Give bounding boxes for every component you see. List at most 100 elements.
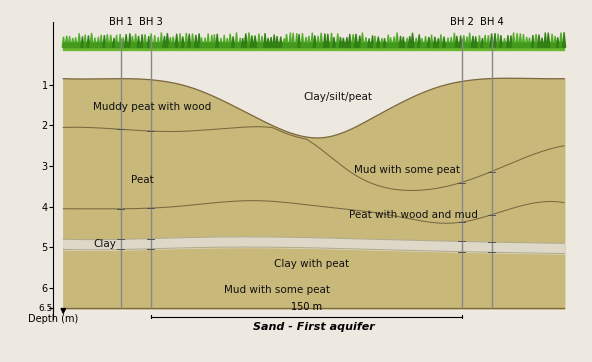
Polygon shape <box>374 36 377 47</box>
Polygon shape <box>157 37 160 47</box>
Polygon shape <box>352 34 355 47</box>
Polygon shape <box>348 34 351 47</box>
Text: Clay with peat: Clay with peat <box>274 260 349 269</box>
Polygon shape <box>408 36 411 47</box>
Text: Peat with wood and mud: Peat with wood and mud <box>349 210 478 220</box>
Polygon shape <box>311 33 314 47</box>
Polygon shape <box>481 38 484 47</box>
Polygon shape <box>389 37 392 47</box>
Polygon shape <box>103 35 106 47</box>
Text: 150 m: 150 m <box>291 303 322 312</box>
Polygon shape <box>109 35 112 47</box>
Polygon shape <box>500 35 503 47</box>
Polygon shape <box>119 34 121 47</box>
Text: Depth (m): Depth (m) <box>28 313 79 324</box>
Polygon shape <box>420 38 423 47</box>
Polygon shape <box>546 33 550 47</box>
Text: Clay: Clay <box>94 239 116 249</box>
Polygon shape <box>137 36 140 47</box>
Polygon shape <box>169 37 172 47</box>
Polygon shape <box>153 35 156 47</box>
Polygon shape <box>229 34 231 47</box>
Polygon shape <box>175 34 178 47</box>
Polygon shape <box>342 38 345 47</box>
Polygon shape <box>532 35 534 47</box>
Polygon shape <box>406 38 408 47</box>
Polygon shape <box>355 34 358 47</box>
Polygon shape <box>387 35 390 47</box>
Polygon shape <box>493 33 497 47</box>
Polygon shape <box>544 33 546 47</box>
Polygon shape <box>74 37 77 47</box>
Polygon shape <box>535 34 538 47</box>
Polygon shape <box>395 33 399 47</box>
Polygon shape <box>223 35 226 47</box>
Polygon shape <box>270 37 272 47</box>
Text: 6.5: 6.5 <box>38 304 52 313</box>
Polygon shape <box>468 33 471 47</box>
Polygon shape <box>313 35 317 47</box>
Polygon shape <box>253 35 257 47</box>
Polygon shape <box>68 36 71 47</box>
Polygon shape <box>433 37 437 47</box>
Polygon shape <box>219 38 223 47</box>
Polygon shape <box>207 33 210 47</box>
Polygon shape <box>430 35 433 47</box>
Polygon shape <box>213 34 215 47</box>
Polygon shape <box>172 37 175 47</box>
Polygon shape <box>503 38 506 47</box>
Polygon shape <box>242 38 244 47</box>
Polygon shape <box>239 38 242 47</box>
Polygon shape <box>179 33 181 47</box>
Polygon shape <box>417 34 421 47</box>
Polygon shape <box>197 33 201 47</box>
Polygon shape <box>465 37 468 47</box>
Polygon shape <box>459 35 462 47</box>
Polygon shape <box>453 33 456 47</box>
Polygon shape <box>333 37 336 47</box>
Polygon shape <box>450 37 452 47</box>
Polygon shape <box>244 33 247 47</box>
Polygon shape <box>295 33 298 47</box>
Polygon shape <box>279 37 282 47</box>
Polygon shape <box>484 35 487 47</box>
Polygon shape <box>134 34 137 47</box>
Polygon shape <box>160 32 163 47</box>
Polygon shape <box>455 36 458 47</box>
Polygon shape <box>437 38 440 47</box>
Polygon shape <box>147 36 150 47</box>
Polygon shape <box>226 38 229 47</box>
Polygon shape <box>361 33 364 47</box>
Polygon shape <box>78 33 81 47</box>
Text: Muddy peat with wood: Muddy peat with wood <box>94 102 211 112</box>
Polygon shape <box>562 32 565 47</box>
Polygon shape <box>439 34 443 47</box>
Polygon shape <box>71 38 74 47</box>
Polygon shape <box>490 34 493 47</box>
Polygon shape <box>339 37 342 47</box>
Polygon shape <box>131 36 134 47</box>
Polygon shape <box>105 34 109 47</box>
Polygon shape <box>383 38 386 47</box>
Polygon shape <box>320 33 323 47</box>
Polygon shape <box>62 37 65 47</box>
Polygon shape <box>512 33 515 47</box>
Text: Mud with some peat: Mud with some peat <box>224 285 330 295</box>
Polygon shape <box>304 37 307 47</box>
Text: BH 1: BH 1 <box>109 17 133 27</box>
Polygon shape <box>551 34 554 47</box>
Polygon shape <box>188 34 191 47</box>
Polygon shape <box>204 38 207 47</box>
Polygon shape <box>554 36 556 47</box>
Polygon shape <box>235 32 238 47</box>
Polygon shape <box>260 36 263 47</box>
Polygon shape <box>289 33 292 47</box>
Text: BH 2: BH 2 <box>449 17 474 27</box>
Polygon shape <box>194 35 198 47</box>
Text: Clay/silt/peat: Clay/silt/peat <box>304 92 373 102</box>
Polygon shape <box>330 33 333 47</box>
Polygon shape <box>97 37 100 47</box>
Polygon shape <box>231 37 235 47</box>
Polygon shape <box>84 34 86 47</box>
Polygon shape <box>443 37 446 47</box>
